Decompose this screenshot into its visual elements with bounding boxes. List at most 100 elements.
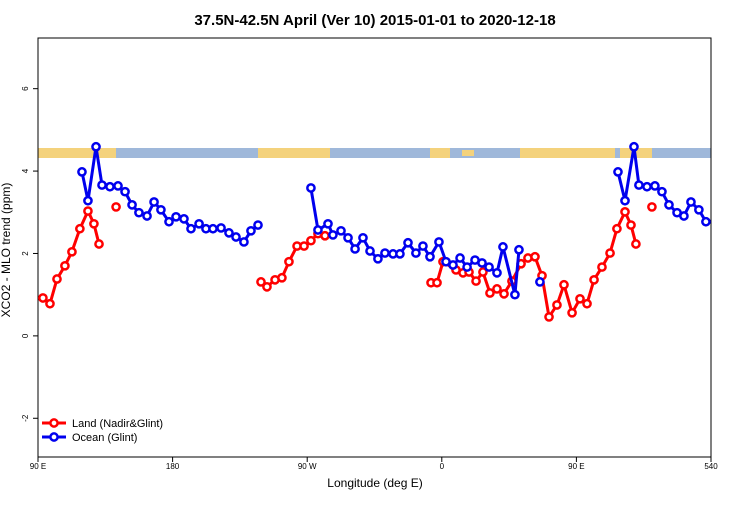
x-axis-label: Longitude (deg E)	[327, 476, 422, 490]
point	[67, 246, 77, 257]
point	[328, 230, 338, 240]
point	[559, 279, 569, 290]
point	[634, 180, 644, 190]
point	[514, 244, 524, 255]
point	[575, 293, 585, 304]
point	[83, 206, 93, 216]
point	[284, 256, 294, 267]
point	[620, 207, 630, 217]
point	[418, 241, 428, 251]
point	[194, 218, 204, 229]
land-band	[430, 148, 450, 158]
point	[471, 276, 481, 286]
point	[231, 232, 241, 242]
point	[52, 274, 62, 284]
x-tick-label: 180	[166, 462, 180, 471]
point	[111, 202, 121, 212]
point	[142, 211, 152, 221]
series-line	[43, 207, 652, 317]
ocean-band	[38, 148, 711, 158]
point	[38, 293, 48, 303]
point	[120, 186, 130, 197]
point	[277, 272, 287, 283]
point	[647, 202, 657, 212]
point	[650, 181, 660, 191]
point	[664, 200, 674, 210]
point	[208, 223, 218, 234]
point	[626, 220, 636, 230]
y-tick-label: 4	[21, 168, 30, 173]
point	[358, 232, 368, 243]
point	[306, 235, 316, 246]
point	[134, 207, 144, 218]
point	[629, 141, 639, 152]
point	[343, 232, 353, 243]
point	[224, 228, 234, 238]
point	[657, 186, 667, 197]
point	[373, 253, 383, 264]
legend-label: Ocean (Glint)	[72, 432, 137, 444]
y-tick-label: 0	[21, 333, 30, 338]
legend-marker	[49, 432, 59, 442]
point	[164, 216, 174, 227]
point	[45, 298, 55, 309]
point	[246, 225, 256, 236]
point	[530, 251, 540, 262]
point	[455, 253, 465, 263]
point	[127, 200, 137, 210]
point	[156, 204, 166, 215]
point	[631, 239, 641, 249]
point	[83, 195, 93, 206]
point	[350, 244, 360, 254]
point	[179, 214, 189, 224]
point	[597, 262, 607, 272]
point	[149, 197, 159, 207]
land-band	[258, 148, 330, 158]
point	[552, 300, 562, 310]
point	[239, 237, 249, 247]
point	[589, 274, 599, 285]
point	[498, 242, 508, 252]
point	[701, 216, 711, 227]
point	[75, 223, 85, 234]
land-band	[38, 148, 116, 158]
point	[313, 225, 323, 235]
plot-frame	[37, 37, 712, 458]
point	[425, 251, 435, 262]
point	[336, 225, 346, 236]
point	[403, 237, 413, 248]
point	[256, 277, 266, 287]
y-axis-label: XCO2 - MLO trend (ppm)	[0, 183, 13, 318]
point	[432, 277, 442, 288]
point	[105, 181, 115, 192]
point	[113, 181, 123, 191]
x-tick-label: 0	[440, 462, 445, 471]
point	[186, 223, 196, 234]
point	[620, 195, 630, 206]
x-tick-label: 90 E	[30, 462, 46, 471]
point	[91, 141, 101, 152]
point	[567, 307, 577, 318]
land-band	[462, 150, 474, 156]
point	[434, 237, 444, 247]
point	[94, 239, 104, 249]
point	[499, 288, 509, 299]
point	[544, 312, 554, 322]
point	[299, 241, 309, 251]
point	[613, 167, 623, 177]
point	[89, 218, 99, 229]
legend-label: Land (Nadir&Glint)	[72, 418, 163, 430]
x-tick-label: 90 E	[568, 462, 584, 471]
point	[77, 167, 87, 177]
point	[323, 218, 333, 229]
point	[694, 204, 704, 215]
point	[97, 180, 107, 190]
point	[477, 258, 487, 268]
point	[60, 260, 70, 271]
point	[485, 288, 495, 298]
point	[262, 281, 272, 292]
point	[253, 220, 263, 230]
legend-marker	[49, 418, 59, 428]
point	[411, 248, 421, 258]
